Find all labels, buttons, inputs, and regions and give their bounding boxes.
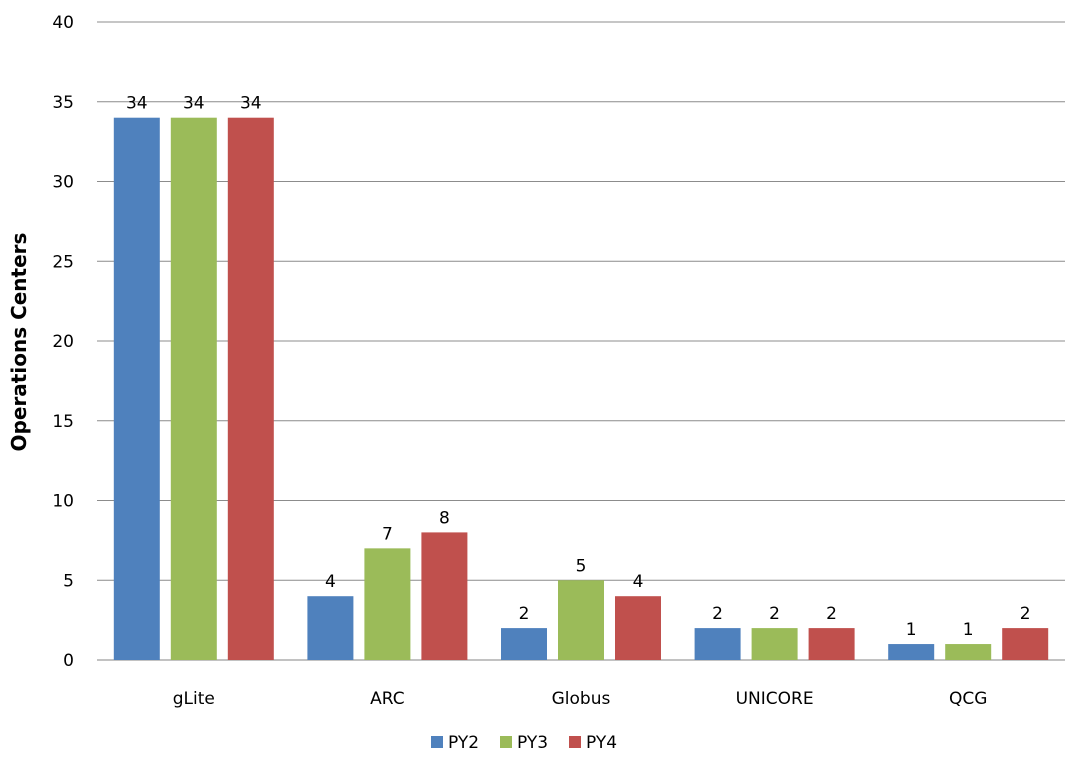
y-tick-label: 5: [63, 571, 74, 591]
bar-py4-glite: [227, 117, 274, 660]
x-category-label: ARC: [370, 689, 404, 709]
x-category-label: UNICORE: [736, 689, 814, 709]
bar-py4-arc: [421, 532, 468, 660]
y-tick-label: 0: [63, 651, 74, 671]
data-label: 5: [576, 556, 587, 576]
bar-py2-arc: [307, 596, 354, 660]
y-tick-label: 10: [52, 492, 74, 512]
data-labels: 34 34 34 4 7 8 2 5 4 2 2 2 1 1 2: [126, 94, 1031, 640]
data-label: 2: [769, 604, 780, 624]
y-axis-title: Operations Centers: [7, 233, 31, 452]
x-axis-categories: gLite ARC Globus UNICORE QCG: [173, 689, 988, 709]
x-category-label: gLite: [173, 689, 215, 709]
data-label: 1: [963, 620, 974, 640]
bar-py3-glite: [170, 117, 217, 660]
data-label: 7: [382, 524, 393, 544]
data-label: 2: [826, 604, 837, 624]
data-label: 8: [439, 508, 450, 528]
legend-label-py2: PY2: [448, 733, 479, 753]
bars: [113, 117, 1049, 660]
y-axis-ticks: 0 5 10 15 20 25 30 35 40: [52, 13, 74, 671]
bar-py2-globus: [501, 628, 547, 660]
legend-swatch-py3: [500, 736, 512, 748]
data-label: 4: [325, 572, 336, 592]
bar-py2-unicore: [694, 628, 741, 660]
data-label: 2: [519, 604, 530, 624]
data-label: 2: [1020, 604, 1031, 624]
bar-py2-glite: [113, 117, 160, 660]
bar-py4-qcg: [1002, 628, 1049, 660]
bar-py3-globus: [558, 580, 604, 660]
bar-py4-unicore: [808, 628, 855, 660]
y-tick-label: 30: [52, 173, 74, 193]
x-category-label: QCG: [949, 689, 987, 709]
data-label: 34: [126, 94, 148, 114]
legend: PY2 PY3 PY4: [431, 733, 617, 753]
data-label: 1: [906, 620, 917, 640]
y-tick-label: 35: [52, 93, 74, 113]
legend-label-py3: PY3: [517, 733, 548, 753]
legend-label-py4: PY4: [586, 733, 617, 753]
y-tick-label: 40: [52, 13, 74, 33]
bar-py4-globus: [615, 596, 661, 660]
bar-py3-unicore: [751, 628, 798, 660]
bar-py3-qcg: [945, 644, 992, 660]
data-label: 4: [633, 572, 644, 592]
y-tick-label: 25: [52, 252, 74, 272]
legend-swatch-py2: [431, 736, 443, 748]
data-label: 34: [183, 94, 205, 114]
y-tick-label: 15: [52, 412, 74, 432]
bar-py2-qcg: [888, 644, 935, 660]
legend-swatch-py4: [569, 736, 581, 748]
y-tick-label: 20: [52, 332, 74, 352]
data-label: 2: [712, 604, 723, 624]
x-category-label: Globus: [552, 689, 611, 709]
bar-py3-arc: [364, 548, 411, 660]
data-label: 34: [240, 94, 262, 114]
